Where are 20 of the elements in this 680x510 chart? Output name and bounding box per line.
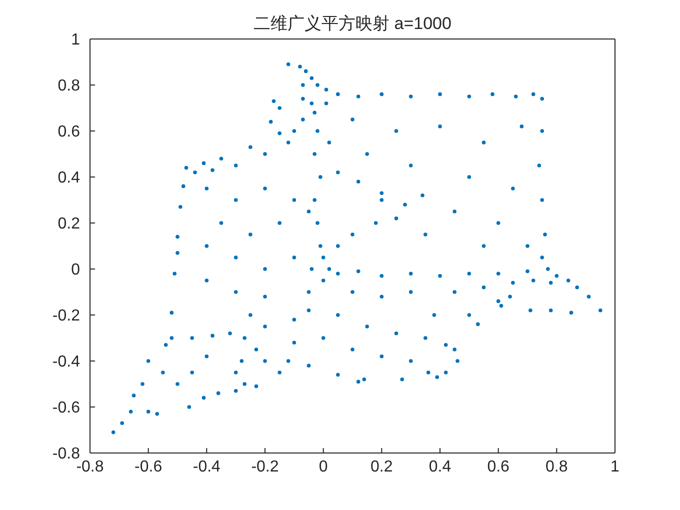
y-tick-label: 0.4 xyxy=(58,170,80,187)
chart-title: 二维广义平方映射 a=1000 xyxy=(252,13,452,35)
x-tick-label: 0.8 xyxy=(546,458,568,476)
x-tick-label: 0 xyxy=(318,458,328,476)
x-tick-label: 0.4 xyxy=(428,458,452,476)
x-tick-label: -0.2 xyxy=(251,458,279,476)
y-tick-label: -0.8 xyxy=(52,446,80,463)
y-tick-label: -0.6 xyxy=(52,400,80,417)
x-tick-label: -0.6 xyxy=(134,458,162,476)
x-tick-label: -0.4 xyxy=(192,458,221,476)
y-tick-label: -0.4 xyxy=(52,354,80,371)
y-tick-label: 0.8 xyxy=(58,78,80,95)
x-tick-label: 0.6 xyxy=(487,458,510,476)
y-tick-label: -0.2 xyxy=(52,308,80,325)
x-tick-label: 0.2 xyxy=(370,458,393,476)
y-tick-label: 1 xyxy=(71,32,80,49)
y-tick-label: 0.6 xyxy=(58,124,80,141)
y-tick-label: 0.2 xyxy=(58,216,80,233)
x-tick-label: 1 xyxy=(610,458,620,476)
y-tick-label: 0 xyxy=(71,262,80,279)
